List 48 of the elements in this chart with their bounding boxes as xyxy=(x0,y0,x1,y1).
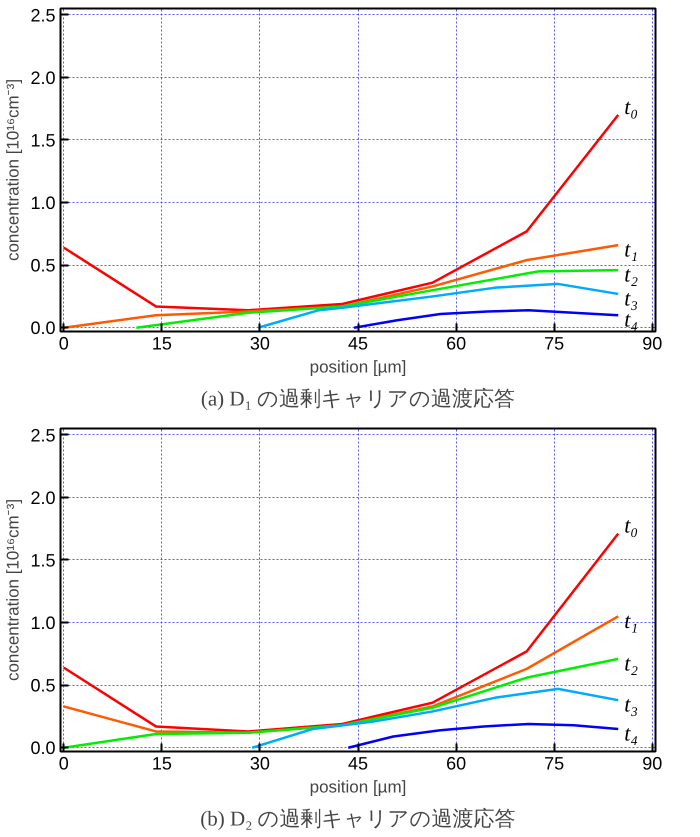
series-label: t₁ xyxy=(624,608,638,633)
x-tick-label: 90 xyxy=(642,754,662,774)
series-label: t₄ xyxy=(624,720,638,746)
y-tick-label: 2.5 xyxy=(30,425,56,446)
series-label: t₂ xyxy=(624,650,638,676)
line-series xyxy=(250,688,620,749)
y-tick-label: 2.0 xyxy=(30,488,56,508)
line-series xyxy=(256,282,620,329)
series-label: t₃ xyxy=(624,692,638,717)
text: (a) D₁ の過剰キャリアの過渡応答 xyxy=(200,386,516,410)
y-tick-label: 1.0 xyxy=(30,193,56,214)
x-tick-label: 45 xyxy=(348,754,368,774)
y-tick-label: 2.0 xyxy=(30,68,56,88)
x-tick-label: 90 xyxy=(642,334,662,354)
text: (b) D₂ の過剰キャリアの過渡応答 xyxy=(200,806,516,830)
x-axis-title: position [µm] xyxy=(310,358,406,376)
x-tick-label: 60 xyxy=(446,754,466,774)
x-tick-label: 15 xyxy=(152,334,172,354)
line-series xyxy=(62,532,620,733)
y-axis-title: concentration [10¹⁶cm⁻³] xyxy=(3,498,22,682)
series-label: t₀ xyxy=(624,512,638,538)
x-tick-label: 75 xyxy=(544,334,564,354)
x-tick-label: 30 xyxy=(250,754,270,774)
line-series xyxy=(62,658,620,749)
x-tick-label: 45 xyxy=(348,334,368,354)
y-tick-label: 0.5 xyxy=(30,676,56,696)
line-series xyxy=(62,114,620,312)
x-tick-label: 15 xyxy=(152,754,172,774)
series-label: t₀ xyxy=(624,94,638,119)
y-tick-label: 1.0 xyxy=(30,613,56,634)
y-tick-label: 2.5 xyxy=(30,5,56,26)
line-series xyxy=(352,308,620,329)
y-tick-label: 0.0 xyxy=(30,318,56,338)
y-tick-label: 0.0 xyxy=(30,738,56,758)
line-series xyxy=(346,722,620,749)
x-axis-title: position [µm] xyxy=(310,778,406,796)
y-tick-label: 1.5 xyxy=(30,130,56,150)
series-label: t₁ xyxy=(624,236,638,262)
x-tick-label: 60 xyxy=(446,334,466,354)
x-tick-label: 0 xyxy=(58,754,69,774)
line-series xyxy=(135,268,620,329)
series-label: t₂ xyxy=(624,262,638,287)
y-axis-title: concentration [10¹⁶cm⁻³] xyxy=(3,78,22,262)
x-tick-label: 0 xyxy=(58,334,69,354)
y-tick-label: 0.5 xyxy=(30,256,56,276)
x-tick-label: 30 xyxy=(250,334,270,354)
x-tick-label: 75 xyxy=(544,754,564,774)
y-tick-label: 1.5 xyxy=(30,550,56,570)
